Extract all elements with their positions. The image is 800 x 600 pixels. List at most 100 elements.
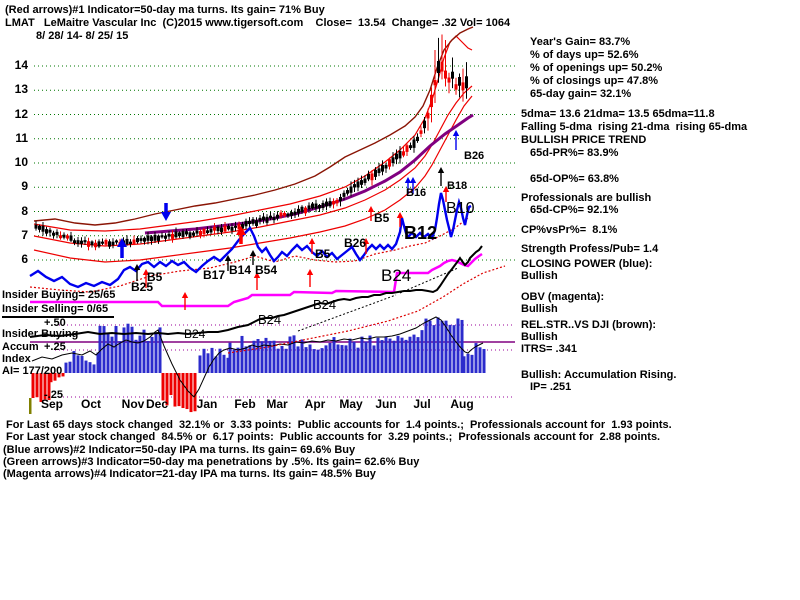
accum-index-bar: [392, 340, 396, 373]
ai-value: AI= 177/200: [2, 365, 63, 377]
accum-index-bar: [352, 341, 356, 373]
accum-index-bar: [53, 373, 57, 381]
candle-body: [339, 197, 342, 201]
accum-index-bar: [61, 373, 65, 377]
candle-body: [318, 204, 321, 209]
arrow-head: [437, 167, 445, 173]
accum-scale-minus25: -.25: [44, 389, 63, 401]
stats-panel-line: Strength Profess/Pub= 1.4: [521, 243, 659, 255]
candle-body: [171, 233, 174, 239]
candle-body: [423, 120, 426, 129]
stats-panel-line: % of openings up= 50.2%: [530, 62, 663, 74]
accum-index-bar: [448, 324, 452, 373]
candle-body: [335, 199, 339, 204]
candle-body: [164, 235, 167, 239]
candle-body: [48, 229, 52, 233]
accum-index-bar: [98, 325, 102, 373]
stats-panel-line: Bullish: [521, 331, 558, 343]
accum-index-bar: [185, 373, 189, 410]
candle-body: [94, 242, 97, 248]
trend-dotted-line: [297, 294, 397, 332]
candle-body: [426, 112, 430, 119]
stats-panel-line: 65d-OP%= 63.8%: [530, 173, 619, 185]
accum-index-bar: [84, 360, 88, 373]
candle-body: [328, 201, 332, 207]
arrow-head: [409, 177, 417, 183]
accum-index-bar: [400, 337, 404, 373]
candle-body: [430, 94, 433, 108]
accum-index-bar: [368, 335, 372, 373]
month-axis-label: Jul: [413, 397, 431, 411]
candle-body: [178, 232, 181, 236]
month-axis-label: Apr: [304, 397, 326, 411]
accum-index-bar: [268, 340, 272, 373]
candle-body: [461, 82, 465, 91]
candle-body: [237, 223, 241, 230]
accum-index-bar: [256, 339, 260, 373]
stats-panel-line: Year's Gain= 83.7%: [530, 36, 631, 48]
accum-index-bar: [408, 336, 412, 373]
accum-index-bar: [76, 355, 80, 373]
insider-buying-count: Insider Buying= 25/65: [2, 289, 116, 301]
month-axis-label: May: [339, 397, 363, 411]
accum-index-bar: [158, 327, 162, 373]
month-axis-label: Nov: [121, 397, 145, 411]
candle-body: [241, 224, 244, 229]
month-axis-label: Mar: [266, 397, 288, 411]
month-axis-label: Aug: [450, 397, 474, 411]
accum-index-bar: [376, 337, 380, 373]
upper-band: [33, 35, 473, 232]
accum-index-bar: [412, 334, 416, 373]
accum-index-bar: [146, 340, 150, 373]
arrow-head: [181, 292, 189, 298]
candle-body: [234, 225, 237, 228]
signal-label: B26: [464, 150, 484, 162]
candle-body: [104, 239, 108, 245]
candle-body: [412, 139, 416, 148]
candle-body: [349, 186, 353, 193]
candle-body: [384, 164, 388, 169]
arrow-head: [249, 250, 257, 256]
stats-panel-line: Bullish: Accumulation Rising.: [521, 369, 677, 381]
month-axis-label: Oct: [80, 397, 101, 411]
candle-body: [286, 213, 290, 217]
footer-indicator-line: (Green arrows)#3 Indicator=50-day ma pen…: [3, 456, 420, 468]
candle-body: [209, 229, 213, 233]
arrow-head: [142, 269, 150, 275]
accum-index-bar: [88, 362, 92, 373]
accum-index-bar: [96, 352, 100, 373]
signal-label: B18: [447, 180, 467, 192]
signal-label: B5: [147, 270, 163, 284]
lower-band: [33, 95, 473, 263]
accum-index-bar: [466, 353, 470, 373]
accum-index-bar: [388, 338, 392, 373]
accum-index-bar: [232, 349, 236, 373]
lower-red-dotted: [227, 265, 506, 354]
accum-index-bar: [210, 347, 214, 373]
candle-body: [325, 201, 328, 207]
candle-body: [216, 226, 220, 232]
candle-body: [419, 130, 423, 134]
signal-label: B54: [255, 263, 277, 277]
stats-panel-line: BULLISH PRICE TREND: [521, 134, 647, 146]
candle-body: [143, 237, 146, 242]
candle-body: [185, 231, 188, 235]
candle-body: [202, 228, 206, 234]
arrow-head: [133, 264, 141, 270]
accum-index-bar: [173, 373, 177, 407]
candle-body: [150, 236, 153, 242]
accum-index-bar: [462, 356, 466, 373]
accum-index-bar: [360, 336, 364, 373]
accum-index-bar: [280, 345, 284, 373]
candle-body: [405, 145, 409, 152]
arrow-head: [367, 206, 375, 212]
accum-index-bar: [416, 337, 420, 373]
footer-indicator-line: (Blue arrows)#2 Indicator=50-day IPA ma …: [3, 444, 356, 456]
candle-body: [265, 216, 269, 223]
accum-index-bar: [80, 355, 84, 373]
price-axis-label: 6: [21, 252, 28, 266]
candle-body: [297, 208, 300, 214]
candle-body: [38, 225, 41, 230]
candle-body: [132, 239, 136, 244]
candle-body: [353, 184, 356, 188]
